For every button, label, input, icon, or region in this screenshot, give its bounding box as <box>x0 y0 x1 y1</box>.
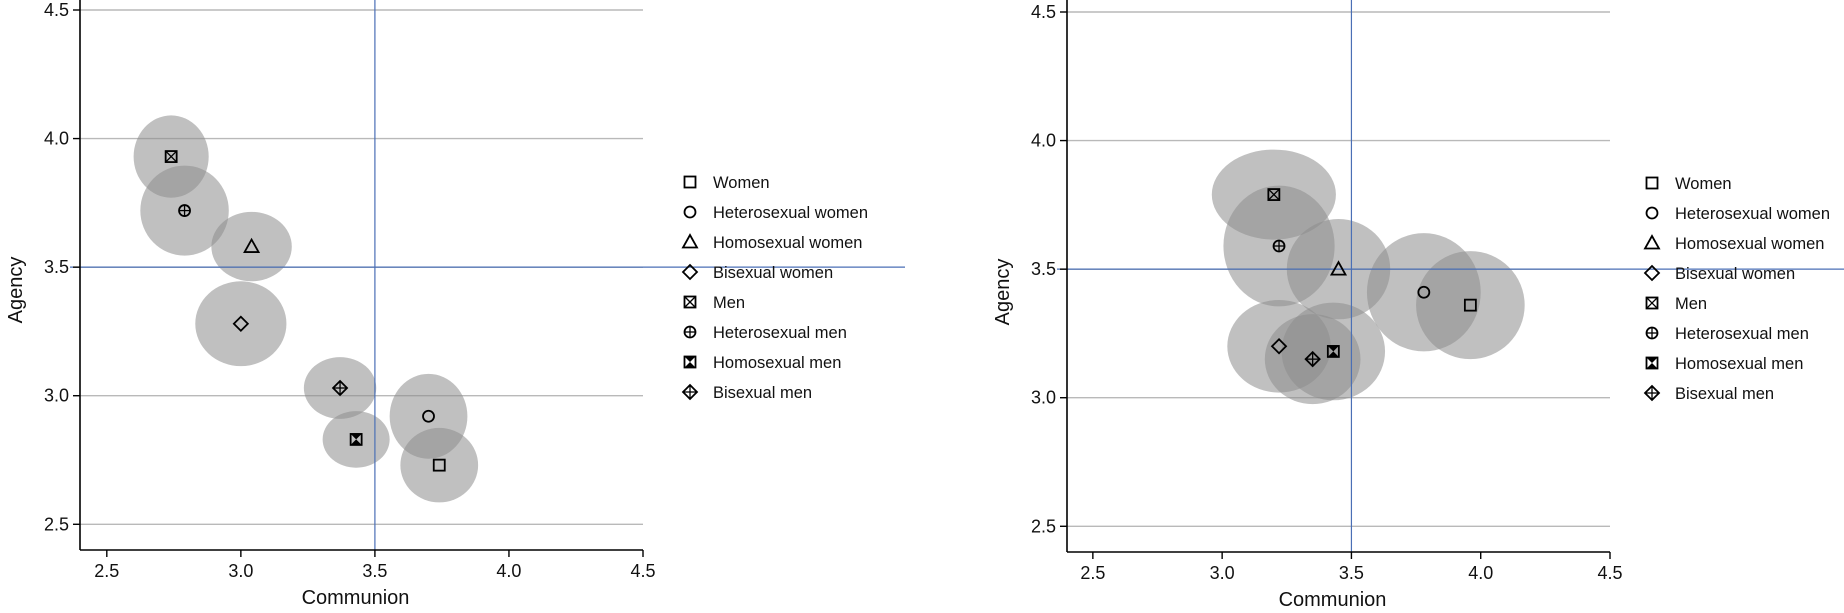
legend-marker-4-stroke-b <box>684 296 696 308</box>
x-tick-label-1: 3.0 <box>1210 563 1235 583</box>
y-tick-label-1: 3.0 <box>1031 388 1056 408</box>
legend: Women Heterosexual women Homosexual women B… <box>1643 175 1830 403</box>
legend-marker-4 <box>1645 296 1659 310</box>
data-point-3 <box>232 315 250 332</box>
legend-marker-6-fill <box>684 356 696 368</box>
legend-label-5: Heterosexual men <box>1675 325 1809 343</box>
x-tick-label-3: 4.0 <box>496 561 521 581</box>
data-point-2 <box>243 237 261 253</box>
data-point-1 <box>422 409 435 423</box>
x-tick-label-4: 4.5 <box>630 561 655 581</box>
ellipse-1 <box>389 373 468 459</box>
data-point-2 <box>1329 260 1348 276</box>
legend-label-5: Heterosexual men <box>713 324 847 342</box>
data-point-4-stroke-b <box>165 150 178 163</box>
legend-label-7: Bisexual men <box>1675 385 1774 403</box>
legend-marker-1 <box>683 205 697 219</box>
chart-panel-1: 2.5 3.0 3.5 4.0 4.5 2.5 3.0 3.5 4.0 4.5 Communion A… <box>5 0 905 609</box>
legend-marker-4 <box>683 295 697 309</box>
x-axis-title: Communion <box>302 587 410 609</box>
legend-label-6: Homosexual men <box>1675 355 1803 373</box>
chart-panel-2: 2.5 3.0 3.5 4.0 4.5 2.5 3.0 3.5 4.0 4.5 Communion A… <box>992 0 1844 611</box>
legend-label-1: Heterosexual women <box>713 204 868 222</box>
legend-label-6: Homosexual men <box>713 354 841 372</box>
legend-label-2: Homosexual women <box>1675 235 1824 253</box>
data-point-6-fill <box>1327 345 1339 357</box>
data-point-4-stroke-b <box>1267 188 1280 201</box>
y-tick-label-3: 4.0 <box>1031 131 1056 151</box>
legend-marker-3 <box>681 263 699 281</box>
y-tick-label-3: 4.0 <box>44 129 69 149</box>
x-axis-title: Communion <box>1279 589 1387 611</box>
y-axis-title: Agency <box>5 257 27 324</box>
legend-marker-4-stroke-b <box>1646 297 1658 309</box>
data-point-1 <box>1417 285 1431 299</box>
legend-label-0: Women <box>1675 175 1732 193</box>
data-point-6-fill <box>350 433 362 445</box>
legend-marker-6-fill <box>1646 357 1658 369</box>
y-axis-title: Agency <box>992 259 1014 326</box>
y-tick-label-4: 4.5 <box>44 0 69 20</box>
legend-label-3: Bisexual women <box>713 264 833 282</box>
ellipse-2 <box>211 211 292 282</box>
data-point-4 <box>164 150 178 163</box>
x-tick-label-1: 3.0 <box>228 561 253 581</box>
legend-label-3: Bisexual women <box>1675 265 1795 283</box>
legend-marker-0 <box>683 175 697 189</box>
y-tick-label-4: 4.5 <box>1031 2 1056 22</box>
legend-label-4: Men <box>1675 295 1707 313</box>
y-tick-label-1: 3.0 <box>44 386 69 406</box>
legend-marker-1 <box>1645 206 1659 220</box>
legend-label-0: Women <box>713 174 770 192</box>
x-tick-label-3: 4.0 <box>1468 563 1493 583</box>
ellipse-1 <box>1366 233 1481 352</box>
x-tick-label-2: 3.5 <box>362 561 387 581</box>
legend-label-2: Homosexual women <box>713 234 862 252</box>
x-tick-label-0: 2.5 <box>1080 563 1105 583</box>
legend-marker-2 <box>681 233 699 249</box>
legend-label-4: Men <box>713 294 745 312</box>
y-tick-label-2: 3.5 <box>1031 259 1056 279</box>
legend-marker-2 <box>1643 234 1661 250</box>
legend-label-1: Heterosexual women <box>1675 205 1830 223</box>
data-point-3 <box>1270 338 1288 355</box>
data-point-0 <box>432 458 446 472</box>
ellipse-3 <box>195 281 287 367</box>
y-tick-label-0: 2.5 <box>1031 516 1056 536</box>
x-tick-label-4: 4.5 <box>1597 563 1622 583</box>
y-tick-label-2: 3.5 <box>44 257 69 277</box>
data-point-4 <box>1267 188 1281 201</box>
legend-marker-3 <box>1643 264 1661 282</box>
legend-marker-0 <box>1645 176 1659 190</box>
x-tick-label-2: 3.5 <box>1339 563 1364 583</box>
legend-label-7: Bisexual men <box>713 384 812 402</box>
y-tick-label-0: 2.5 <box>44 514 69 534</box>
legend: Women Heterosexual women Homosexual women B… <box>681 174 868 402</box>
data-point-0 <box>1463 298 1477 312</box>
x-tick-label-0: 2.5 <box>94 561 119 581</box>
